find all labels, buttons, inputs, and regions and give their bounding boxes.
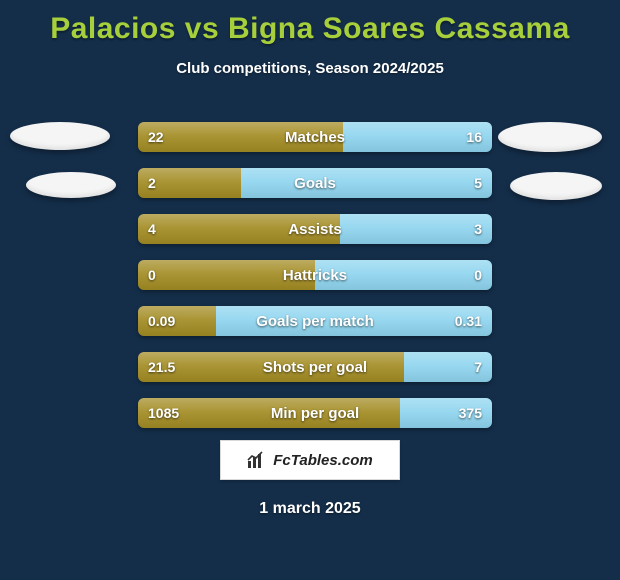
page-subtitle: Club competitions, Season 2024/2025 bbox=[0, 60, 620, 77]
stat-row: 21.57Shots per goal bbox=[138, 352, 492, 382]
stat-label: Matches bbox=[138, 122, 492, 152]
stats-chart: 2216Matches 25Goals 43Assists 00Hattricks 0.… bbox=[138, 122, 492, 444]
stat-label: Goals per match bbox=[138, 306, 492, 336]
player-right-ellipse-0 bbox=[498, 122, 602, 152]
stat-label: Goals bbox=[138, 168, 492, 198]
stat-label: Shots per goal bbox=[138, 352, 492, 382]
comparison-infographic: Palacios vs Bigna Soares Cassama Club co… bbox=[0, 0, 620, 580]
stat-row: 2216Matches bbox=[138, 122, 492, 152]
source-badge-text: FcTables.com bbox=[273, 452, 372, 469]
stat-label: Hattricks bbox=[138, 260, 492, 290]
stat-row: 00Hattricks bbox=[138, 260, 492, 290]
stat-row: 0.090.31Goals per match bbox=[138, 306, 492, 336]
stat-row: 25Goals bbox=[138, 168, 492, 198]
stat-row: 1085375Min per goal bbox=[138, 398, 492, 428]
player-left-ellipse-1 bbox=[26, 172, 116, 198]
page-title: Palacios vs Bigna Soares Cassama bbox=[0, 0, 620, 46]
stat-row: 43Assists bbox=[138, 214, 492, 244]
player-right-ellipse-1 bbox=[510, 172, 602, 200]
date-label: 1 march 2025 bbox=[0, 500, 620, 518]
chart-icon bbox=[247, 451, 267, 469]
player-left-ellipse-0 bbox=[10, 122, 110, 150]
stat-label: Assists bbox=[138, 214, 492, 244]
stat-label: Min per goal bbox=[138, 398, 492, 428]
source-badge: FcTables.com bbox=[220, 440, 400, 480]
